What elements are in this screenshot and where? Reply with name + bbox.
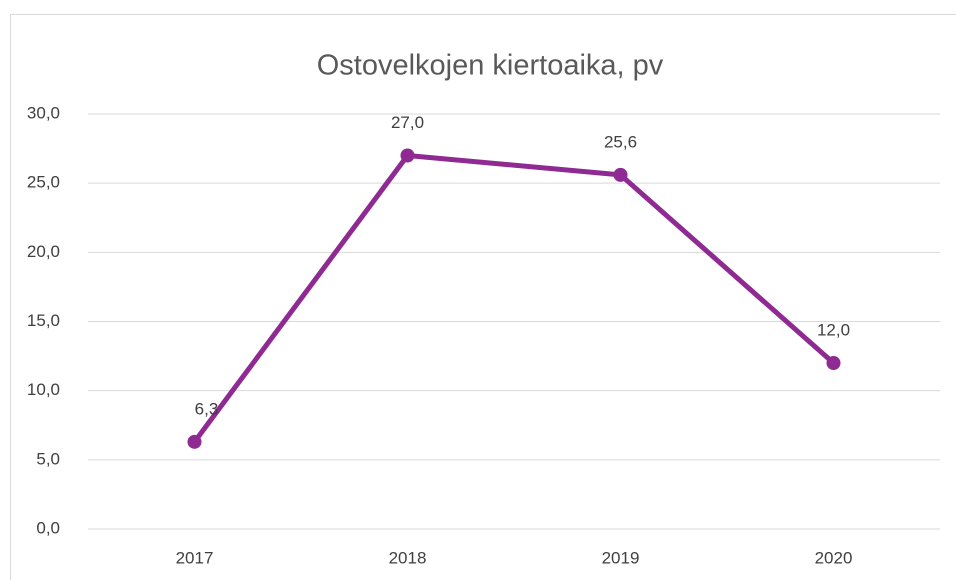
y-tick-label: 0,0: [36, 518, 60, 537]
y-tick-label: 30,0: [27, 103, 60, 122]
x-tick-label: 2018: [389, 548, 427, 567]
chart-border: [10, 14, 956, 580]
data-point: [187, 434, 202, 449]
y-tick-label: 25,0: [27, 173, 60, 192]
x-tick-label: 2019: [602, 548, 640, 567]
x-tick-label: 2017: [176, 548, 214, 567]
y-tick-label: 15,0: [27, 311, 60, 330]
data-label: 6,3: [195, 399, 219, 418]
data-point: [400, 148, 415, 163]
data-label: 25,6: [604, 132, 637, 151]
data-point: [613, 167, 628, 182]
chart-title: Ostovelkojen kiertoaika, pv: [317, 50, 664, 82]
y-tick-label: 10,0: [27, 380, 60, 399]
data-label: 12,0: [817, 320, 850, 339]
x-tick-label: 2020: [815, 548, 853, 567]
data-line: [192, 153, 836, 444]
y-tick-label: 20,0: [27, 242, 60, 261]
y-tick-label: 5,0: [36, 449, 60, 468]
data-point: [826, 356, 841, 370]
data-label: 27,0: [391, 113, 424, 132]
